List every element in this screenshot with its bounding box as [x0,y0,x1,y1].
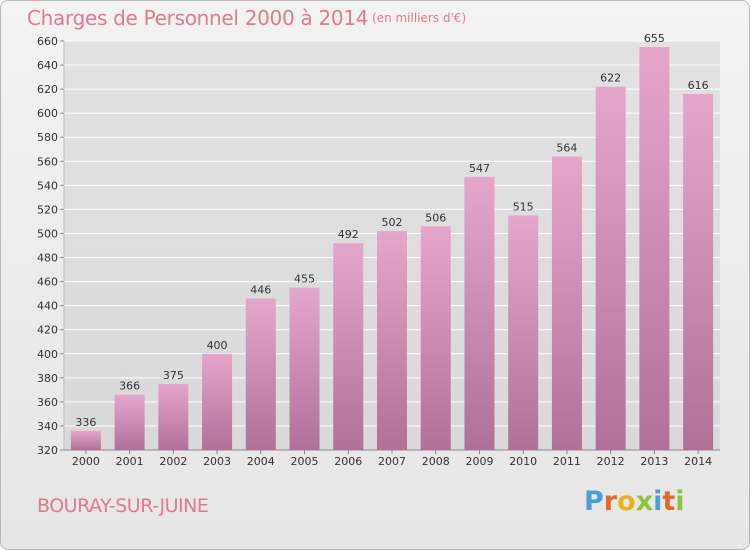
y-tick-label: 500 [37,227,58,240]
y-tick-label: 600 [37,107,58,120]
chart-unit: (en milliers d'€) [372,11,467,25]
bar-value-label: 366 [119,380,140,393]
bar [551,156,582,450]
y-tick-label: 480 [37,252,58,265]
bar [245,298,276,450]
bar-value-label: 547 [469,162,490,175]
bar [289,287,320,450]
x-tick-label: 2011 [553,455,581,468]
logo-letter: x [635,486,654,517]
x-tick-label: 2008 [422,455,450,468]
y-tick-label: 340 [37,420,58,433]
bar [377,231,407,450]
x-tick-label: 2004 [247,455,275,468]
x-tick-label: 2006 [334,455,362,468]
bar [158,383,189,450]
x-tick-label: 2014 [684,455,712,468]
bar [420,226,451,450]
commune-name: BOURAY-SUR-JUINE [37,495,209,517]
bar-value-label: 400 [207,339,228,352]
bar-value-label: 502 [382,216,403,229]
y-tick-label: 400 [37,348,58,361]
x-tick-label: 2013 [640,455,668,468]
bar-value-label: 622 [600,72,621,85]
x-tick-label: 2001 [116,455,144,468]
y-tick-label: 420 [37,324,58,337]
bar-value-label: 375 [163,369,184,382]
y-tick-label: 360 [37,396,58,409]
bar [464,176,495,450]
x-tick-label: 2000 [72,455,100,468]
bar-value-label: 616 [688,79,709,92]
bar-value-label: 336 [75,416,96,429]
bar-value-label: 655 [644,32,665,45]
y-tick-label: 440 [37,300,58,313]
bar [639,47,670,450]
x-tick-label: 2002 [159,455,187,468]
y-tick-label: 660 [37,35,58,48]
y-tick-label: 380 [37,372,58,385]
y-tick-label: 620 [37,83,58,96]
chart-title: Charges de Personnel 2000 à 2014 [27,6,369,30]
x-tick-label: 2007 [378,455,406,468]
bar-value-label: 455 [294,273,315,286]
bar [508,215,539,450]
logo-letter: i [675,486,685,517]
bar [595,86,626,450]
bar [333,243,364,450]
x-tick-label: 2009 [465,455,493,468]
bar [70,430,101,450]
logo-letter: i [653,486,663,517]
bar [114,394,145,450]
x-tick-label: 2005 [291,455,319,468]
bar [202,353,233,450]
proxiti-logo: Proxiti [584,486,685,517]
x-tick-label: 2010 [509,455,537,468]
y-tick-label: 540 [37,179,58,192]
bar-value-label: 515 [513,200,534,213]
logo-letter: P [584,486,604,517]
y-tick-label: 640 [37,59,58,72]
y-tick-label: 460 [37,276,58,289]
logo-letter: t [662,486,676,517]
logo-letter: r [603,486,618,517]
x-tick-label: 2003 [203,455,231,468]
y-tick-label: 320 [37,444,58,457]
bar-value-label: 492 [338,228,359,241]
bar-value-label: 446 [250,283,271,296]
bar-value-label: 564 [556,141,577,154]
y-tick-label: 560 [37,155,58,168]
bar-value-label: 506 [425,211,446,224]
logo-letter: o [617,486,636,517]
x-tick-label: 2012 [597,455,625,468]
y-tick-label: 520 [37,203,58,216]
y-tick-label: 580 [37,131,58,144]
bar [683,93,714,450]
